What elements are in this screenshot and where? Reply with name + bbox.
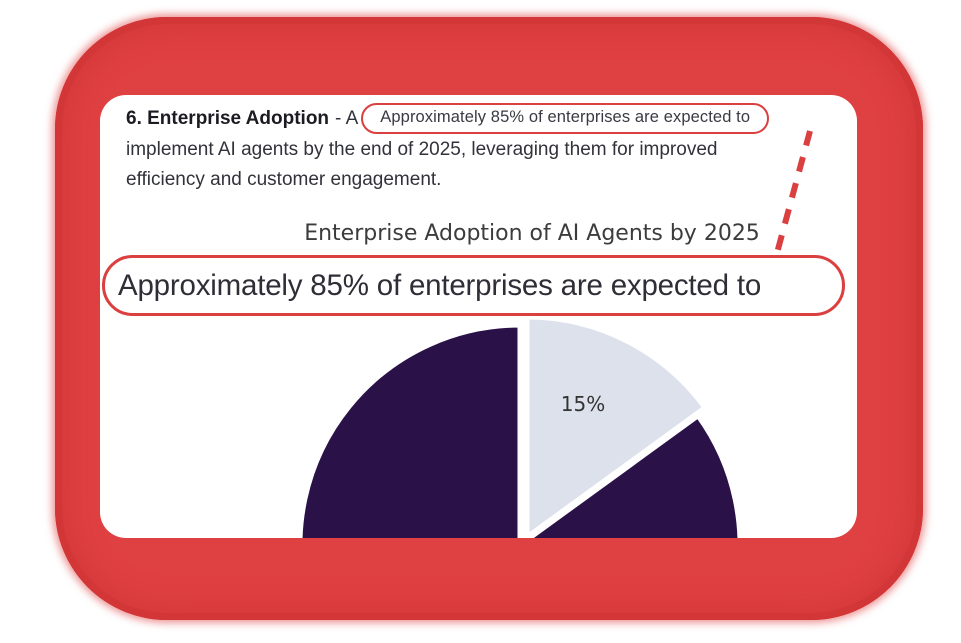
magnified-callout-oval: Approximately 85% of enterprises are exp… bbox=[102, 255, 845, 316]
document-line-2: implement AI agents by the end of 2025, … bbox=[126, 138, 718, 160]
document-line-1: 6. Enterprise Adoption - A Approximately 8… bbox=[126, 103, 842, 135]
magnified-callout-text: Approximately 85% of enterprises are exp… bbox=[118, 268, 762, 302]
pie-slice-15-percent bbox=[524, 314, 708, 538]
chart-title: Enterprise Adoption of AI Agents by 2025 bbox=[304, 221, 760, 246]
highlight-oval-small: Approximately 85% of enterprises are exp… bbox=[361, 103, 770, 134]
document-line-3: efficiency and customer engagement. bbox=[126, 169, 442, 190]
document-item-heading: 6. Enterprise Adoption bbox=[126, 108, 330, 129]
pie-slice-85-percent bbox=[297, 322, 743, 538]
pie-slice-label-15-percent: 15% bbox=[561, 392, 605, 416]
document-card: 6. Enterprise Adoption - A Approximately 8… bbox=[100, 95, 857, 538]
document-excerpt: 6. Enterprise Adoption - A Approximately 8… bbox=[126, 103, 842, 196]
pie-chart: 15% bbox=[297, 314, 743, 538]
document-heading-separator: - A bbox=[335, 108, 359, 129]
highlighted-phrase-small: Approximately 85% of enterprises are exp… bbox=[380, 108, 751, 126]
